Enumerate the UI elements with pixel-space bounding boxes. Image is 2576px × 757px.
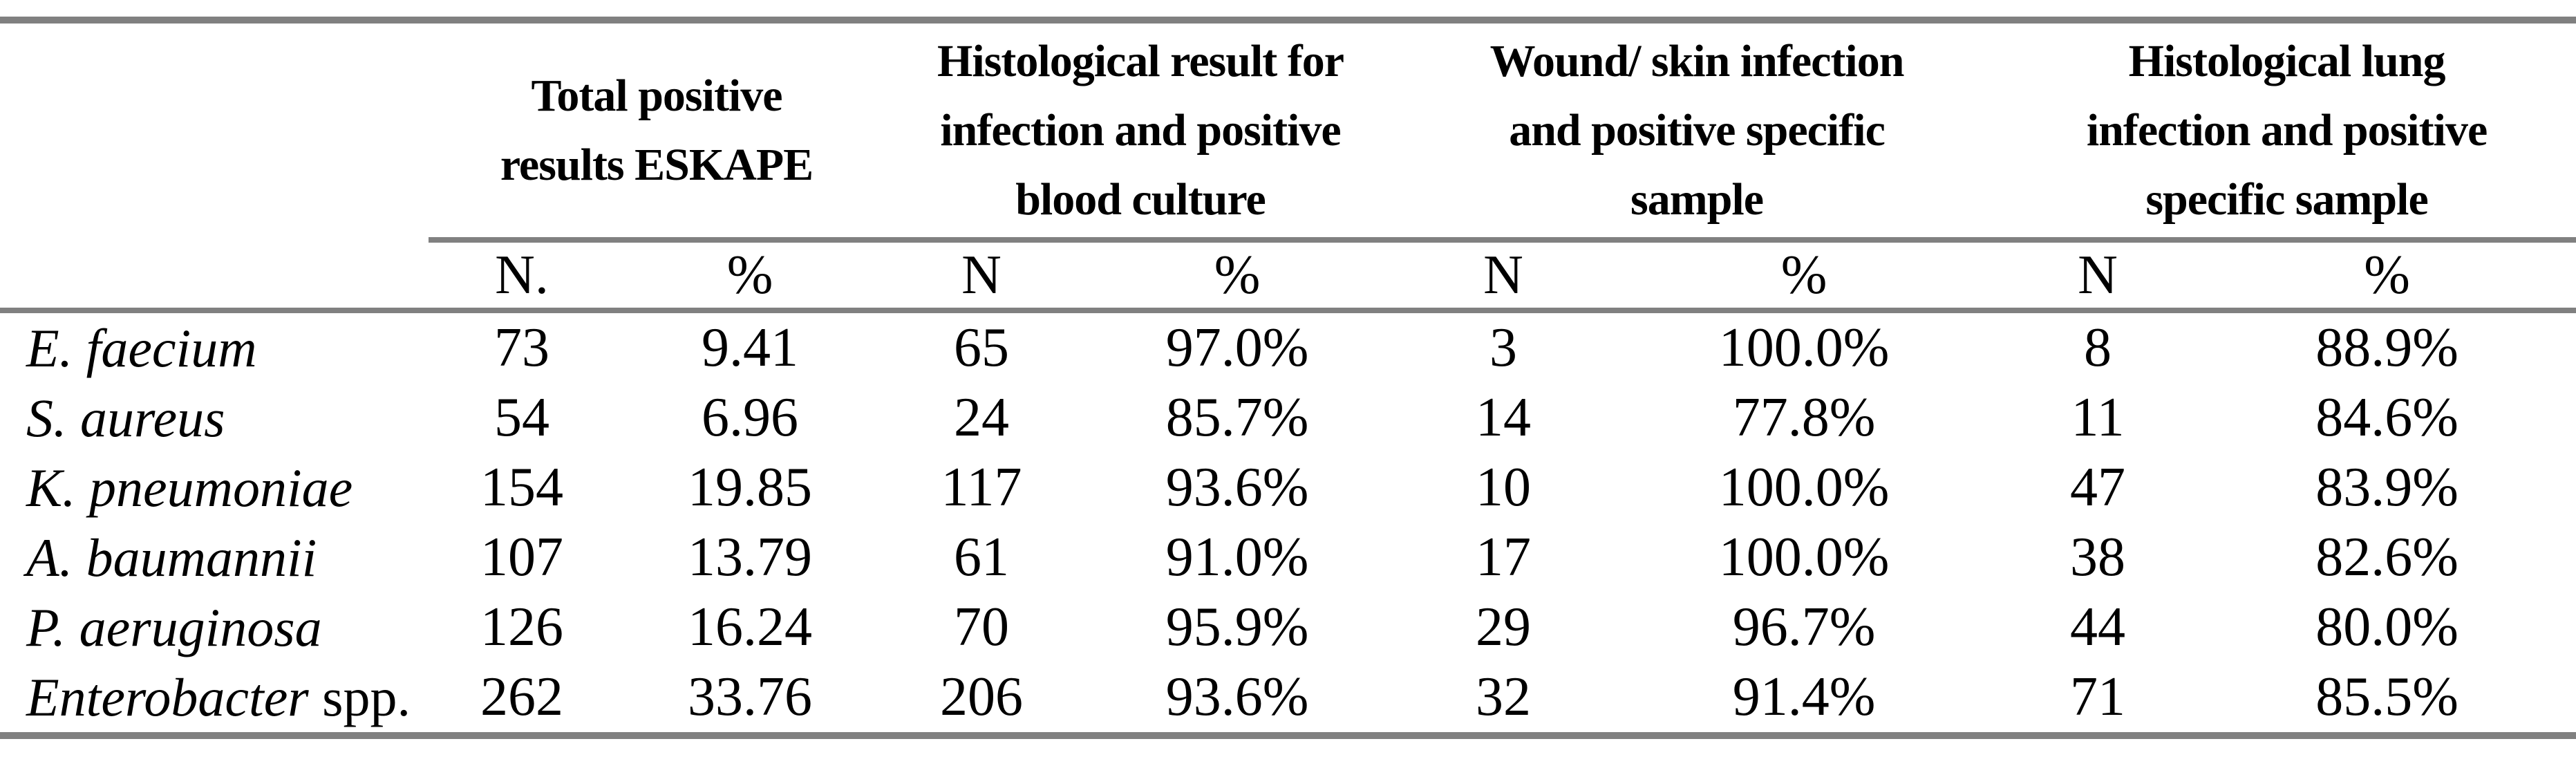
species-name: E. faecium: [26, 317, 257, 378]
value-cell: 80.0%: [2315, 597, 2459, 657]
value-cell: 85.5%: [2315, 666, 2459, 727]
row-label: S. aureus: [0, 383, 429, 453]
value-cell: 91.4%: [1732, 666, 1876, 727]
corner-cell: [0, 20, 429, 240]
row-label: K. pneumoniae: [0, 453, 429, 523]
value-cell: 9.41: [702, 317, 798, 378]
table-row-k-pneumoniae: K. pneumoniae 154 19.85 117 93.6% 10 100…: [0, 453, 2576, 523]
value-cell: 100.0%: [1718, 457, 1890, 518]
value-cell: 88.9%: [2315, 317, 2459, 378]
row-label: P. aeruginosa: [0, 592, 429, 662]
value-cell: 126: [480, 597, 563, 657]
value-cell: 24: [954, 387, 1010, 448]
table-row-e-faecium: E. faecium 73 9.41 65 97.0% 3 100.0% 8 8…: [0, 310, 2576, 383]
value-cell: 107: [480, 527, 563, 588]
value-cell: 206: [940, 666, 1024, 727]
table-row-enterobacter: Enterobacter spp. 262 33.76 206 93.6% 32…: [0, 662, 2576, 736]
species-name: S. aureus: [26, 387, 225, 448]
row-label: Enterobacter spp.: [0, 662, 429, 736]
value-cell: 3: [1489, 317, 1518, 378]
value-cell: 91.0%: [1165, 527, 1309, 588]
value-cell: 117: [941, 457, 1022, 518]
value-cell: 19.85: [688, 457, 812, 518]
group-header-histological-lung: Histological lung infection and positive…: [1997, 20, 2576, 243]
value-cell: 71: [2070, 666, 2126, 727]
species-name: P. aeruginosa: [26, 597, 322, 657]
group-header-total-positive: Total positive results ESKAPE: [429, 20, 885, 243]
value-cell: 54: [494, 387, 549, 448]
value-cell: 77.8%: [1732, 387, 1876, 448]
sub-header-n-1: N.: [429, 240, 615, 313]
sub-header-pct-2: %: [1078, 240, 1397, 313]
sub-header-n-2: N: [885, 240, 1079, 313]
species-suffix: spp.: [308, 666, 411, 727]
value-cell: 32: [1476, 666, 1532, 727]
species-name: Enterobacter: [26, 666, 309, 727]
value-cell: 33.76: [688, 666, 812, 727]
sub-header-n-4: N: [1997, 240, 2199, 313]
value-cell: 16.24: [688, 597, 812, 657]
value-cell: 95.9%: [1165, 597, 1309, 657]
species-name: A. baumannii: [26, 527, 317, 588]
eskape-results-table: Total positive results ESKAPE Histologic…: [0, 17, 2576, 739]
row-label: A. baumannii: [0, 523, 429, 592]
sub-header-pct-4: %: [2198, 240, 2576, 313]
sub-header-n-3: N: [1396, 240, 1611, 313]
group-header-wound-skin: Wound/ skin infection and positive speci…: [1396, 20, 1998, 243]
value-cell: 154: [480, 457, 563, 518]
value-cell: 6.96: [702, 387, 798, 448]
value-cell: 11: [2071, 387, 2125, 448]
value-cell: 262: [480, 666, 563, 727]
value-cell: 70: [954, 597, 1010, 657]
sub-header-pct-3: %: [1610, 240, 1998, 313]
value-cell: 84.6%: [2315, 387, 2459, 448]
value-cell: 85.7%: [1165, 387, 1309, 448]
value-cell: 8: [2084, 317, 2112, 378]
value-cell: 82.6%: [2315, 527, 2459, 588]
value-cell: 97.0%: [1165, 317, 1309, 378]
table-row-s-aureus: S. aureus 54 6.96 24 85.7% 14 77.8% 11 8…: [0, 383, 2576, 453]
group-header-row: Total positive results ESKAPE Histologic…: [0, 20, 2576, 243]
value-cell: 93.6%: [1165, 666, 1309, 727]
value-cell: 17: [1476, 527, 1532, 588]
value-cell: 73: [494, 317, 549, 378]
value-cell: 96.7%: [1732, 597, 1876, 657]
value-cell: 38: [2070, 527, 2126, 588]
sub-header-pct-1: %: [615, 240, 885, 313]
value-cell: 14: [1476, 387, 1532, 448]
value-cell: 100.0%: [1718, 317, 1890, 378]
value-cell: 83.9%: [2315, 457, 2459, 518]
value-cell: 47: [2070, 457, 2126, 518]
group-header-histological-blood: Histological result for infection and po…: [885, 20, 1397, 243]
table-row-p-aeruginosa: P. aeruginosa 126 16.24 70 95.9% 29 96.7…: [0, 592, 2576, 662]
table-row-a-baumannii: A. baumannii 107 13.79 61 91.0% 17 100.0…: [0, 523, 2576, 592]
value-cell: 100.0%: [1718, 527, 1890, 588]
value-cell: 10: [1476, 457, 1532, 518]
value-cell: 13.79: [688, 527, 812, 588]
sub-header-row: N. % N % N % N %: [0, 240, 2576, 313]
value-cell: 65: [954, 317, 1010, 378]
value-cell: 93.6%: [1165, 457, 1309, 518]
value-cell: 61: [954, 527, 1010, 588]
sub-header-empty: [0, 240, 429, 313]
value-cell: 29: [1476, 597, 1532, 657]
value-cell: 44: [2070, 597, 2126, 657]
row-label: E. faecium: [0, 310, 429, 383]
species-name: K. pneumoniae: [26, 457, 353, 518]
